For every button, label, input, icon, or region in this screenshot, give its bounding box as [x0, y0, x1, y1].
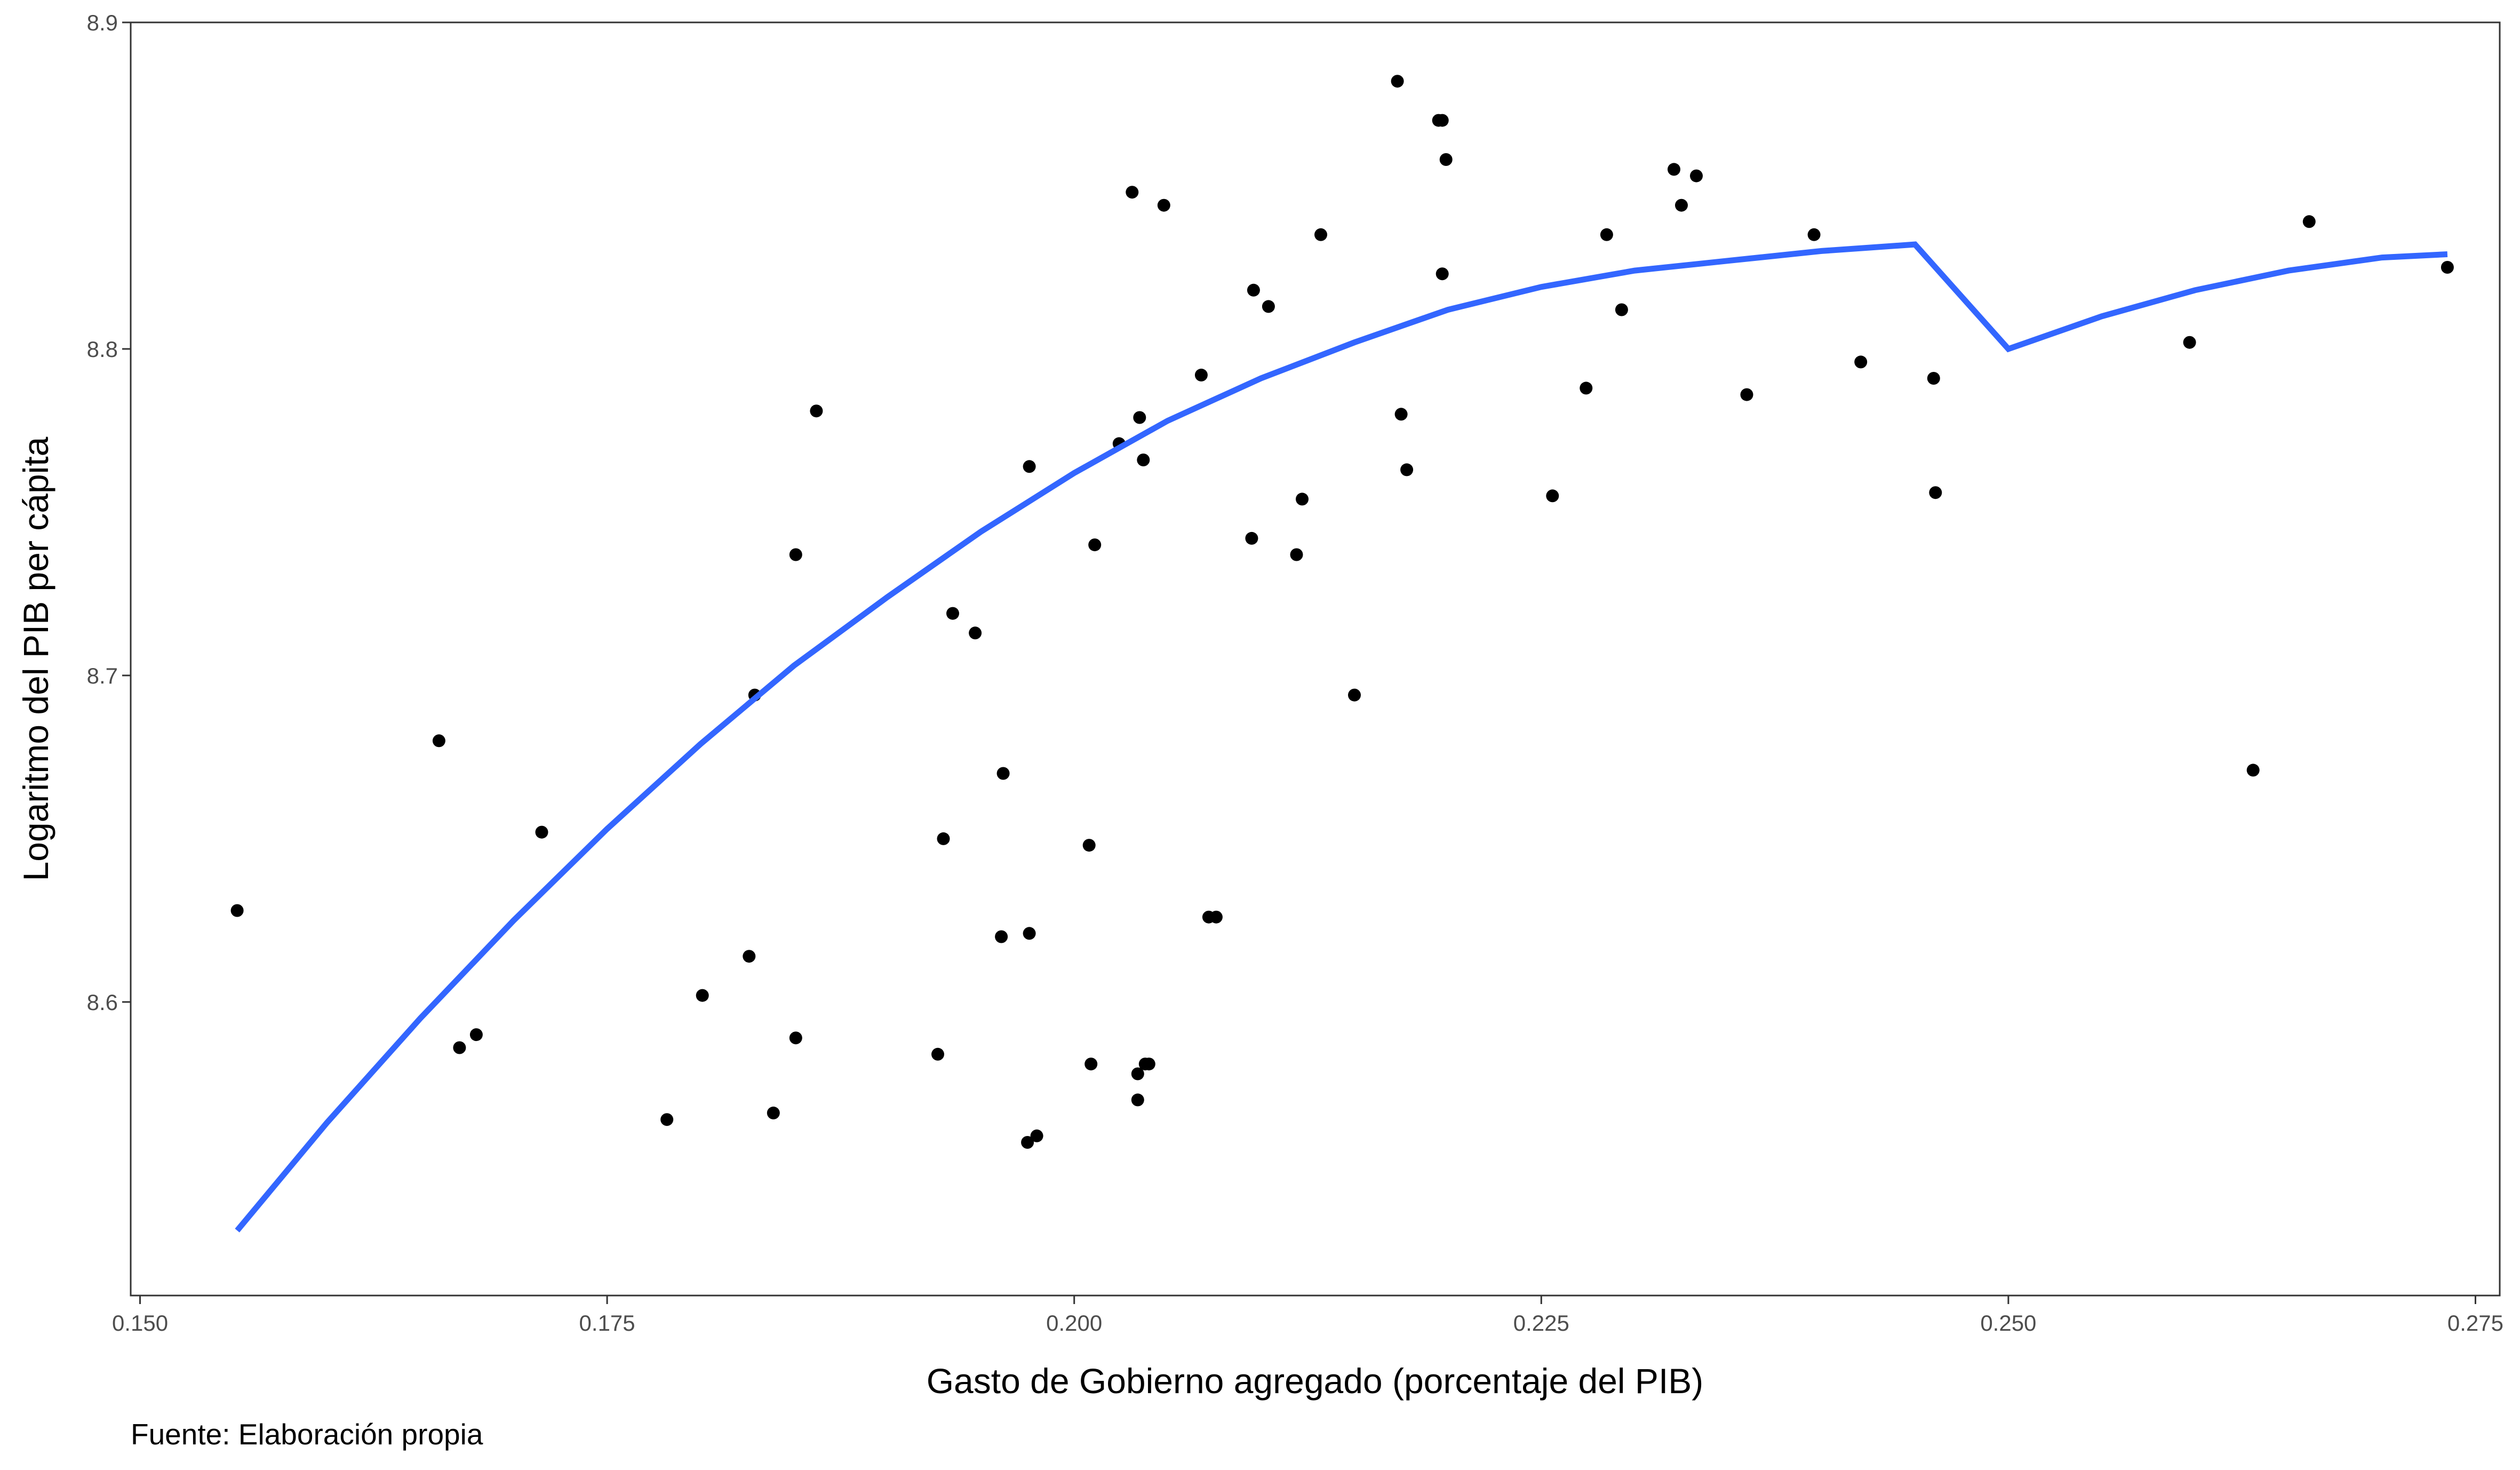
data-point	[1348, 688, 1361, 702]
x-tick-label: 0.275	[2447, 1310, 2503, 1336]
x-tick-label: 0.150	[112, 1310, 168, 1336]
data-point	[1030, 1129, 1043, 1142]
data-point	[230, 904, 244, 917]
data-point	[1807, 228, 1821, 241]
data-point	[810, 404, 823, 418]
data-point	[1314, 228, 1327, 241]
data-point	[1157, 198, 1170, 212]
data-point	[1600, 228, 1613, 241]
data-point	[1580, 382, 1593, 395]
data-point	[432, 734, 445, 748]
data-point	[1690, 169, 1703, 182]
data-point	[1137, 454, 1150, 466]
data-point	[1082, 839, 1096, 852]
data-point	[1084, 1058, 1098, 1071]
data-point	[1262, 300, 1275, 313]
x-tick-label: 0.200	[1046, 1310, 1102, 1336]
data-point	[660, 1113, 674, 1126]
y-tick-label: 8.7	[87, 663, 118, 688]
data-point	[1023, 927, 1036, 940]
data-point	[1394, 408, 1408, 421]
data-point	[789, 548, 802, 561]
data-point	[1436, 267, 1449, 281]
data-point	[767, 1106, 780, 1119]
data-point	[1290, 548, 1303, 561]
data-point	[1088, 538, 1102, 552]
y-tick-label: 8.8	[87, 337, 118, 362]
fitted-curve	[235, 241, 2448, 1233]
data-point	[1194, 368, 1208, 382]
data-point	[1245, 531, 1258, 545]
data-point	[1133, 411, 1146, 424]
data-point	[1142, 1058, 1155, 1071]
data-point	[1740, 388, 1753, 401]
data-point	[946, 607, 959, 620]
data-points	[230, 75, 2454, 1149]
data-point	[1209, 910, 1223, 924]
data-point	[969, 626, 982, 640]
data-point	[1126, 186, 1139, 199]
data-point	[1023, 460, 1036, 473]
x-tick-label: 0.225	[1513, 1310, 1569, 1336]
data-point	[1131, 1093, 1144, 1107]
data-point	[1131, 1067, 1144, 1080]
plot-panel-border	[130, 21, 2501, 1297]
y-tick-label: 8.9	[87, 10, 118, 35]
data-point	[1668, 163, 1680, 176]
data-point	[789, 1031, 802, 1045]
y-tick-label: 8.6	[87, 990, 118, 1015]
data-point	[1391, 75, 1404, 88]
data-point	[2246, 764, 2260, 777]
data-point	[1927, 372, 1940, 385]
data-point	[2183, 336, 2196, 349]
data-point	[696, 989, 709, 1002]
source-caption: Fuente: Elaboración propia	[131, 1418, 483, 1451]
data-point	[453, 1041, 466, 1054]
data-point	[1247, 283, 1260, 297]
data-point	[996, 767, 1010, 780]
data-point	[1615, 303, 1628, 316]
x-axis: 0.150 0.175 0.200 0.225 0.250 0.275	[112, 1296, 2503, 1336]
data-point	[2302, 215, 2316, 228]
x-axis-title: Gasto de Gobierno agregado (porcentaje d…	[927, 1361, 1704, 1401]
data-point	[2441, 261, 2454, 274]
data-point	[931, 1047, 944, 1061]
data-point	[1021, 1136, 1034, 1149]
x-tick-label: 0.175	[579, 1310, 635, 1336]
data-point	[1546, 489, 1559, 503]
data-point	[937, 832, 950, 845]
data-point	[1400, 463, 1414, 476]
data-point	[1929, 486, 1942, 499]
data-point	[1439, 153, 1453, 166]
data-point	[1675, 198, 1688, 212]
data-point	[535, 825, 548, 839]
y-axis-title: Logaritmo del PIB per cápita	[16, 436, 55, 881]
data-point	[743, 950, 756, 963]
data-point	[1436, 114, 1449, 127]
x-tick-label: 0.250	[1980, 1310, 2036, 1336]
data-point	[469, 1028, 483, 1042]
data-point	[1854, 355, 1868, 369]
y-axis: 8.6 8.7 8.8 8.9	[87, 10, 131, 1015]
data-point	[995, 930, 1008, 943]
data-point	[1296, 492, 1309, 506]
